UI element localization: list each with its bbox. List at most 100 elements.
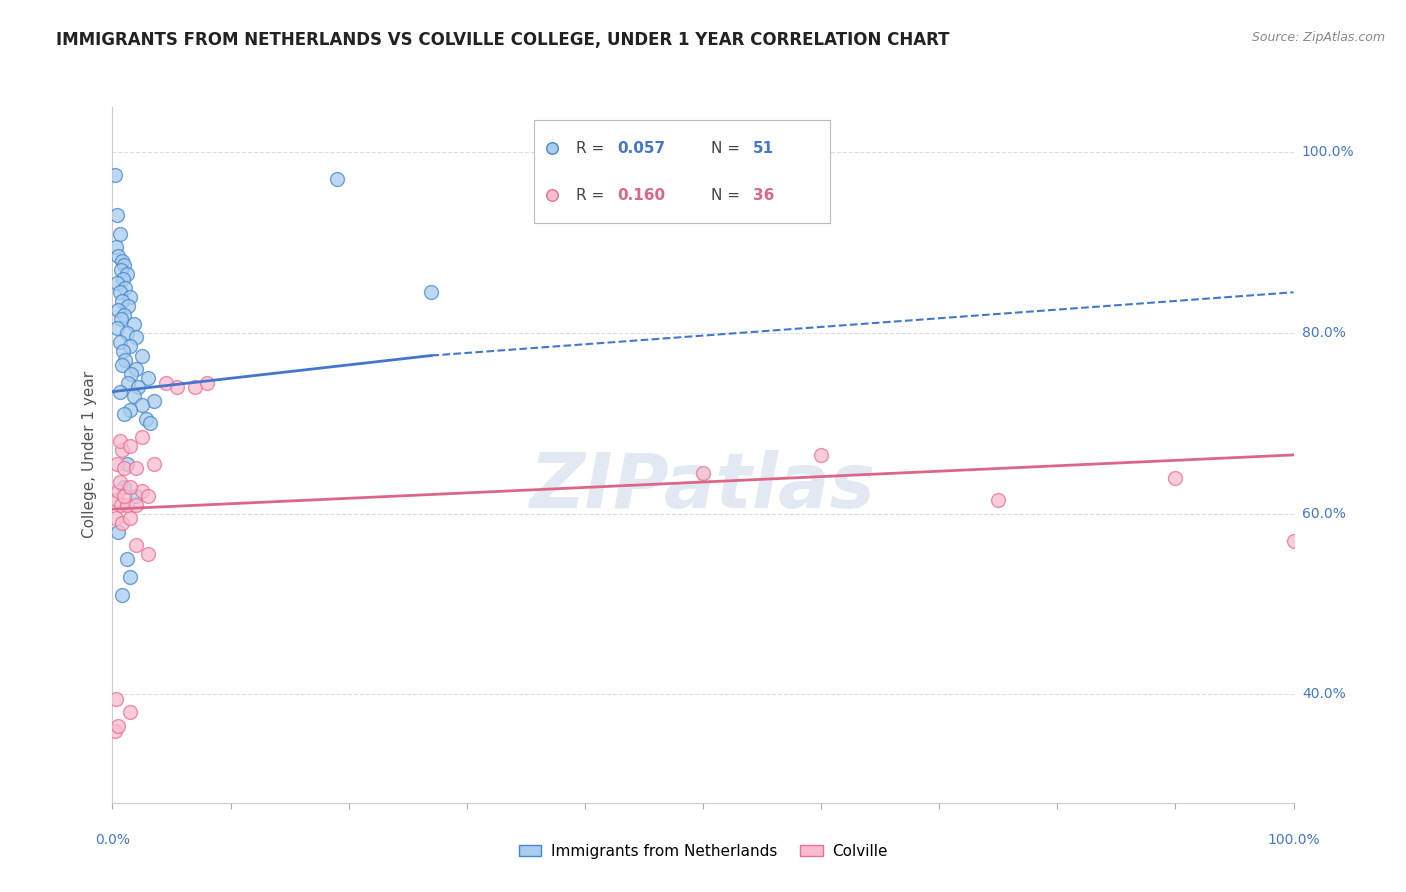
Point xyxy=(108,434,131,449)
Point xyxy=(111,294,134,309)
Point xyxy=(105,277,128,291)
Point xyxy=(108,475,131,489)
Point xyxy=(115,498,138,512)
Point xyxy=(112,479,135,493)
Point xyxy=(115,267,138,281)
Point xyxy=(326,172,349,186)
Text: 80.0%: 80.0% xyxy=(1302,326,1346,340)
Point xyxy=(112,258,135,272)
Point xyxy=(125,461,148,475)
Point xyxy=(136,371,159,385)
Point xyxy=(125,498,148,512)
Point xyxy=(125,489,148,503)
Point xyxy=(111,253,134,268)
Point xyxy=(110,262,132,277)
Point xyxy=(142,393,165,408)
Point xyxy=(104,723,127,738)
Point xyxy=(115,326,138,340)
Point xyxy=(108,227,131,241)
Text: R =: R = xyxy=(575,188,609,202)
Point xyxy=(120,570,142,584)
Point xyxy=(108,334,131,349)
Point xyxy=(115,551,138,566)
Point xyxy=(131,430,153,444)
Text: 0.057: 0.057 xyxy=(617,141,665,155)
Point xyxy=(1164,470,1187,484)
Point xyxy=(120,339,142,353)
Point xyxy=(120,290,142,304)
Point xyxy=(131,349,153,363)
Point xyxy=(120,367,142,381)
Point xyxy=(810,448,832,462)
Point xyxy=(120,402,142,417)
Point xyxy=(131,484,153,499)
Text: 100.0%: 100.0% xyxy=(1267,833,1320,847)
Text: Source: ZipAtlas.com: Source: ZipAtlas.com xyxy=(1251,31,1385,45)
Point xyxy=(107,249,129,263)
Point xyxy=(112,271,135,285)
Y-axis label: College, Under 1 year: College, Under 1 year xyxy=(82,371,97,539)
Point xyxy=(142,457,165,471)
Text: 51: 51 xyxy=(752,141,773,155)
Point xyxy=(120,479,142,493)
Point xyxy=(105,240,128,254)
Point xyxy=(125,330,148,344)
Point xyxy=(1282,533,1305,548)
Point xyxy=(420,285,443,300)
Text: 0.160: 0.160 xyxy=(617,188,665,202)
Text: 100.0%: 100.0% xyxy=(1302,145,1354,159)
Point xyxy=(111,358,134,372)
Point xyxy=(120,439,142,453)
Point xyxy=(112,344,135,359)
Point xyxy=(112,308,135,322)
Point xyxy=(987,493,1010,508)
Point xyxy=(112,461,135,475)
Text: 40.0%: 40.0% xyxy=(1302,688,1346,701)
Point xyxy=(107,484,129,499)
Point xyxy=(115,457,138,471)
Point xyxy=(110,312,132,326)
Text: IMMIGRANTS FROM NETHERLANDS VS COLVILLE COLLEGE, UNDER 1 YEAR CORRELATION CHART: IMMIGRANTS FROM NETHERLANDS VS COLVILLE … xyxy=(56,31,949,49)
Point xyxy=(139,417,162,431)
Point xyxy=(122,317,145,331)
Text: N =: N = xyxy=(711,141,745,155)
Point xyxy=(125,362,148,376)
Point xyxy=(112,407,135,421)
Text: N =: N = xyxy=(711,188,745,202)
Point xyxy=(136,489,159,503)
Point xyxy=(108,384,131,399)
Point xyxy=(114,281,136,295)
Point xyxy=(105,457,128,471)
Point xyxy=(117,376,139,390)
Point xyxy=(104,168,127,182)
Text: 0.0%: 0.0% xyxy=(96,833,129,847)
Point xyxy=(120,706,142,720)
Point xyxy=(111,588,134,602)
Point xyxy=(105,692,128,706)
Text: ZIPatlas: ZIPatlas xyxy=(530,450,876,524)
Point xyxy=(105,321,128,335)
Point xyxy=(155,376,177,390)
Point xyxy=(105,511,128,525)
Text: 36: 36 xyxy=(752,188,775,202)
Point xyxy=(692,466,714,480)
Point xyxy=(111,443,134,458)
Legend: Immigrants from Netherlands, Colville: Immigrants from Netherlands, Colville xyxy=(512,838,894,864)
Point xyxy=(184,380,207,394)
Point xyxy=(111,516,134,530)
Point xyxy=(107,719,129,733)
Point xyxy=(135,411,157,425)
Point xyxy=(136,547,159,561)
Point xyxy=(108,285,131,300)
Text: 60.0%: 60.0% xyxy=(1302,507,1346,521)
Point xyxy=(195,376,218,390)
Point xyxy=(110,498,132,512)
Point xyxy=(122,389,145,403)
Point xyxy=(127,380,149,394)
Point xyxy=(120,511,142,525)
Text: R =: R = xyxy=(575,141,609,155)
Point xyxy=(112,489,135,503)
Point xyxy=(166,380,188,394)
Point xyxy=(117,299,139,313)
Point xyxy=(131,398,153,412)
